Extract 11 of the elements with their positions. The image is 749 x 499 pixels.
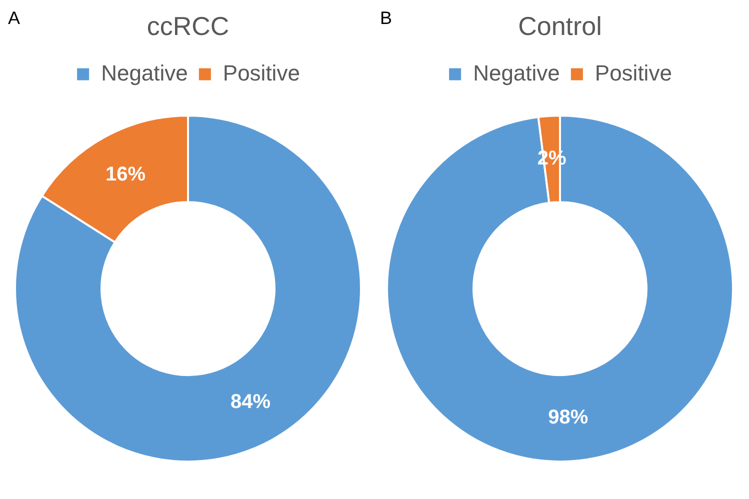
legend-label: Negative bbox=[473, 60, 560, 86]
data-label: 16% bbox=[105, 163, 146, 186]
data-label: 98% bbox=[548, 406, 588, 429]
chart-title: Control bbox=[518, 10, 602, 41]
legend-label: Positive bbox=[222, 60, 300, 86]
data-label: 84% bbox=[230, 390, 271, 413]
text: A bbox=[8, 8, 20, 29]
text: B bbox=[380, 8, 392, 29]
legend-label: Negative bbox=[101, 60, 188, 86]
legend-label: Positive bbox=[594, 60, 672, 86]
chart-title: ccRCC bbox=[146, 10, 230, 41]
